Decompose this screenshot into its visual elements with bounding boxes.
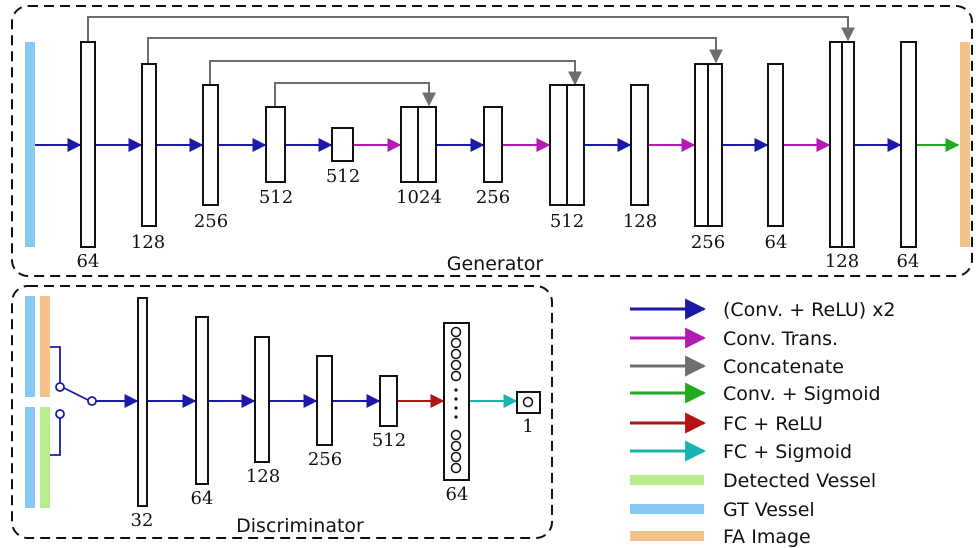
feature-map-block bbox=[483, 106, 503, 183]
legend-bar-gt-vessel bbox=[630, 504, 704, 514]
generator-panel: 64 128 256 512 512 1024 256 512 128 256 … bbox=[11, 5, 973, 277]
feature-map-block bbox=[767, 63, 784, 227]
channel-label: 64 bbox=[77, 251, 100, 272]
feature-map-block bbox=[566, 84, 585, 206]
legend-item: FC + ReLU bbox=[630, 412, 823, 435]
feature-map-block bbox=[137, 297, 148, 507]
skip-connection-2 bbox=[147, 37, 723, 64]
detected-vessel-bar bbox=[40, 407, 50, 508]
feature-map-block bbox=[254, 336, 270, 463]
legend-item: (Conv. + ReLU) x2 bbox=[630, 298, 896, 321]
legend-label: GT Vessel bbox=[723, 499, 815, 521]
feature-map-block bbox=[900, 41, 917, 248]
legend-item: FC + Sigmoid bbox=[630, 440, 852, 463]
legend-item: Detected Vessel bbox=[630, 470, 876, 492]
feature-map-block bbox=[694, 63, 709, 227]
feature-map-block bbox=[400, 106, 419, 183]
legend-label: Conv. Trans. bbox=[723, 328, 838, 350]
feature-map-block bbox=[265, 106, 286, 183]
legend-label: FC + ReLU bbox=[723, 413, 823, 435]
channel-label: 128 bbox=[131, 232, 165, 253]
feature-map-block bbox=[331, 127, 354, 162]
channel-label: 32 bbox=[131, 510, 154, 531]
legend-label: Detected Vessel bbox=[723, 470, 876, 492]
legend-label: (Conv. + ReLU) x2 bbox=[723, 299, 896, 321]
channel-label: 256 bbox=[476, 187, 510, 208]
feature-map-block bbox=[202, 84, 219, 206]
legend: (Conv. + ReLU) x2 Conv. Trans. Concatena… bbox=[630, 298, 896, 548]
channel-label: 512 bbox=[259, 187, 293, 208]
gt-vessel-bar bbox=[25, 407, 35, 508]
feature-map-block bbox=[630, 84, 649, 206]
feature-map-block bbox=[829, 41, 843, 248]
channel-label: 64 bbox=[191, 488, 214, 509]
legend-label: FC + Sigmoid bbox=[723, 441, 852, 463]
generator-border bbox=[11, 5, 973, 277]
fc-neurons bbox=[450, 326, 462, 474]
legend-label: Conv. + Sigmoid bbox=[723, 383, 881, 405]
feature-map-block bbox=[316, 355, 333, 446]
discriminator-border bbox=[11, 285, 553, 539]
channel-label: 64 bbox=[897, 251, 920, 272]
channel-label: 512 bbox=[372, 430, 406, 451]
channel-label: 256 bbox=[308, 449, 342, 470]
legend-label: FA Image bbox=[723, 526, 811, 548]
feature-map-block bbox=[80, 41, 96, 248]
legend-label: Concatenate bbox=[723, 356, 844, 378]
channel-label: 64 bbox=[765, 232, 788, 253]
generator-labels: 64 128 256 512 512 1024 256 512 128 256 … bbox=[77, 166, 920, 272]
gt-vessel-input-bar bbox=[25, 42, 35, 247]
channel-label: 64 bbox=[446, 484, 469, 505]
discriminator-labels: 32 64 128 256 512 64 1 bbox=[131, 416, 534, 531]
legend-item: GT Vessel bbox=[630, 499, 815, 521]
discriminator-panel: 32 64 128 256 512 64 1 Discriminator bbox=[11, 285, 553, 539]
generator-title: Generator bbox=[447, 253, 544, 275]
feature-map-block bbox=[379, 375, 398, 427]
skip-connections bbox=[87, 16, 855, 107]
feature-map-block bbox=[141, 63, 157, 227]
legend-item: Conv. + Sigmoid bbox=[630, 382, 881, 405]
fa-image-output-bar bbox=[960, 42, 970, 247]
feature-map-block bbox=[417, 106, 437, 183]
feature-map-block bbox=[549, 84, 568, 206]
fa-image-bar bbox=[40, 296, 50, 397]
channel-label: 256 bbox=[194, 211, 228, 232]
channel-label: 256 bbox=[691, 232, 725, 253]
legend-item: FA Image bbox=[630, 526, 811, 548]
legend-bar-detected-vessel bbox=[630, 475, 704, 485]
generator-blocks bbox=[80, 41, 917, 248]
skip-connection-4 bbox=[274, 82, 436, 107]
gt-vessel-bar bbox=[25, 296, 35, 397]
channel-label: 1024 bbox=[396, 187, 442, 208]
channel-label: 128 bbox=[246, 466, 280, 487]
output-neuron bbox=[522, 396, 534, 408]
skip-connection-3 bbox=[209, 60, 582, 86]
fc-ellipsis bbox=[454, 388, 458, 419]
legend-bar-fa-image bbox=[630, 531, 704, 541]
feature-map-block bbox=[707, 63, 723, 227]
legend-item: Concatenate bbox=[630, 355, 844, 378]
skip-connection-1 bbox=[87, 16, 855, 42]
channel-label: 128 bbox=[825, 251, 859, 272]
channel-label: 512 bbox=[550, 211, 584, 232]
feature-map-block bbox=[841, 41, 855, 248]
channel-label: 128 bbox=[623, 211, 657, 232]
channel-label: 512 bbox=[326, 166, 360, 187]
input-switch bbox=[50, 346, 97, 456]
feature-map-block bbox=[195, 316, 209, 485]
discriminator-title: Discriminator bbox=[236, 515, 364, 537]
channel-label: 1 bbox=[522, 416, 533, 437]
legend-item: Conv. Trans. bbox=[630, 327, 838, 350]
